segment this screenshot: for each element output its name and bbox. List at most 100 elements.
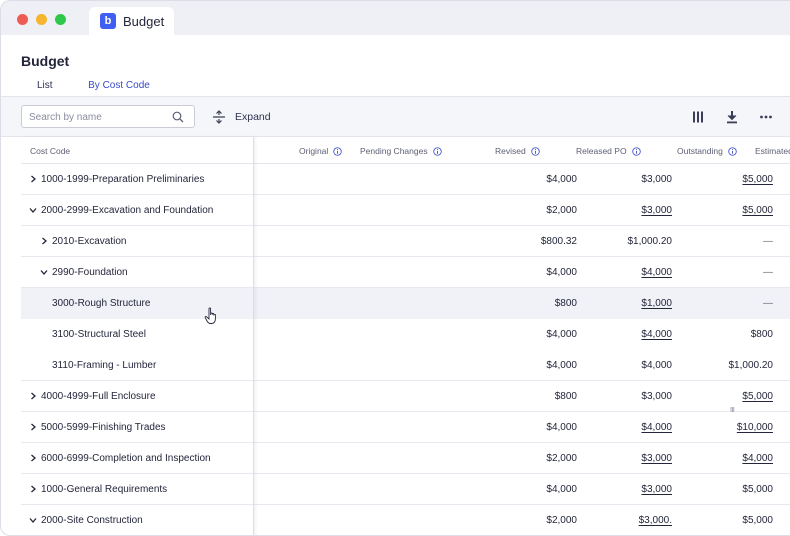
cell-revised[interactable]: $10,000 — [736, 422, 773, 433]
cell-pending[interactable]: $3,000 — [641, 484, 672, 495]
more-icon[interactable] — [758, 109, 774, 125]
table-row[interactable]: $4,000$3,000$5,000$4,000$5,000 — [254, 474, 790, 505]
table-row[interactable]: 2990-Foundation — [21, 257, 253, 288]
cost-code-label: 2000-Site Construction — [41, 515, 143, 526]
header-revised-label: Revised — [495, 146, 526, 156]
header-outstanding[interactable]: Outstanding — [677, 146, 737, 156]
info-icon[interactable] — [333, 146, 342, 156]
table-row[interactable]: $800.32$1,000.20—$0— — [254, 226, 790, 257]
cell-pending[interactable]: $3,000. — [638, 515, 672, 526]
cost-code-label: 1000-General Requirements — [41, 484, 168, 495]
budget-table: Cost Code 1000-1999-Preparation Prelimin… — [21, 137, 790, 535]
table-row[interactable]: $4,000$4,000$1,000.20$300— — [254, 350, 790, 381]
expand-button[interactable]: Expand — [212, 107, 271, 127]
cell-pending[interactable]: $3,000 — [641, 205, 672, 216]
table-row[interactable]: 6000-6999-Completion and Inspection — [21, 443, 253, 474]
cell-pending[interactable]: $4,000 — [641, 422, 672, 433]
table-row[interactable]: 3000-Rough Structure — [21, 288, 253, 319]
header-estimated-label: Estimated — [755, 146, 790, 156]
table-row[interactable]: $2,000$3,000.$5,000$0$5,000 — [254, 505, 790, 535]
cell-pending[interactable]: $1,000 — [641, 298, 672, 309]
browser-tab-budget[interactable]: b Budget — [89, 7, 174, 35]
cost-code-label: 1000-1999-Preparation Preliminaries — [41, 174, 205, 185]
title-bar: b Budget — [1, 1, 790, 35]
header-pending-changes[interactable]: Pending Changes — [360, 146, 442, 156]
info-icon[interactable] — [531, 146, 540, 156]
cell-pending[interactable]: $3,000 — [641, 453, 672, 464]
info-icon[interactable] — [631, 146, 641, 156]
table-row[interactable]: $800$3,000$5,000$300$5,000 — [254, 381, 790, 412]
search-icon[interactable] — [172, 111, 184, 123]
table-row[interactable]: $4,000$4,000$10,000$200$10,000 — [254, 412, 790, 443]
tab-label: Budget — [123, 13, 165, 29]
tab-list[interactable]: List — [37, 80, 53, 91]
cell-revised[interactable]: $5,000 — [742, 174, 773, 185]
chevron-right-icon[interactable] — [29, 423, 37, 431]
cost-code-label: 3100-Structural Steel — [52, 329, 146, 340]
table-row[interactable]: 1000-1999-Preparation Preliminaries — [21, 164, 253, 195]
table-row[interactable]: 4000-4999-Full Enclosure — [21, 381, 253, 412]
cost-code-label: 3110-Framing - Lumber — [52, 360, 157, 371]
cell-revised: $800 — [750, 329, 773, 340]
info-icon[interactable] — [728, 146, 737, 156]
table-row[interactable]: $4,000$4,000$800$0$200 — [254, 319, 790, 350]
cell-revised: $5,000 — [742, 484, 773, 495]
table-row[interactable]: 2010-Excavation — [21, 226, 253, 257]
cell-revised: — — [763, 298, 773, 309]
close-window-button[interactable] — [17, 14, 28, 25]
tab-by-cost-code[interactable]: By Cost Code — [72, 77, 166, 98]
scroll-indicator: Ⅲ — [730, 407, 735, 414]
minimize-window-button[interactable] — [36, 14, 47, 25]
header-revised[interactable]: Revised — [495, 146, 540, 156]
cost-code-label: 2000-2999-Excavation and Foundation — [41, 205, 214, 216]
table-row[interactable]: 5000-5999-Finishing Trades — [21, 412, 253, 443]
chevron-down-icon[interactable] — [29, 206, 37, 214]
table-row[interactable]: $4,000$4,000—$0$1,000 — [254, 257, 790, 288]
chevron-right-icon[interactable] — [29, 175, 37, 183]
table-row[interactable]: $800$1,000—$200— — [254, 288, 790, 319]
header-cost-code[interactable]: Cost Code — [30, 146, 71, 156]
cell-revised[interactable]: $5,000 — [742, 391, 773, 402]
cell-revised: — — [763, 267, 773, 278]
header-original[interactable]: Original — [299, 146, 342, 156]
cost-code-label: 5000-5999-Finishing Trades — [41, 422, 166, 433]
header-original-label: Original — [299, 146, 329, 156]
chevron-down-icon[interactable] — [40, 268, 48, 276]
tabs-divider — [1, 96, 790, 97]
header-released-po[interactable]: Released PO — [576, 146, 641, 156]
download-icon[interactable] — [724, 109, 740, 125]
chevron-down-icon[interactable] — [29, 516, 37, 524]
cell-revised[interactable]: $4,000 — [742, 453, 773, 464]
table-row[interactable]: $4,000$3,000$5,000$4,000$5,000 — [254, 164, 790, 195]
table-row[interactable]: 1000-General Requirements — [21, 474, 253, 505]
cost-code-label: 3000-Rough Structure — [52, 298, 151, 309]
expand-icon — [213, 110, 225, 124]
cost-code-column: Cost Code 1000-1999-Preparation Prelimin… — [21, 137, 254, 535]
cell-revised: $5,000 — [742, 515, 773, 526]
table-row[interactable]: 2000-Site Construction — [21, 505, 253, 535]
chevron-right-icon[interactable] — [29, 485, 37, 493]
table-row[interactable]: 3100-Structural Steel — [21, 319, 253, 350]
page-title: Budget — [21, 53, 70, 69]
table-row[interactable]: 3110-Framing - Lumber — [21, 350, 253, 381]
cell-original: $800.32 — [540, 236, 577, 247]
cell-pending[interactable]: $4,000 — [641, 267, 672, 278]
chevron-right-icon[interactable] — [29, 392, 37, 400]
table-row[interactable]: $2,000$3,000$5,000$0$5,000 — [254, 195, 790, 226]
chevron-right-icon[interactable] — [40, 237, 48, 245]
table-row[interactable]: 2000-2999-Excavation and Foundation — [21, 195, 253, 226]
cell-pending: $3,000 — [641, 174, 672, 185]
cell-pending: $4,000 — [641, 360, 672, 371]
header-estimated[interactable]: Estimated — [755, 146, 790, 156]
table-row[interactable]: $2,000$3,000$4,000$300$4,000 — [254, 443, 790, 474]
cell-revised[interactable]: $5,000 — [742, 205, 773, 216]
columns-icon[interactable] — [690, 109, 706, 125]
cell-pending[interactable]: $4,000 — [641, 329, 672, 340]
cell-original: $2,000 — [546, 515, 577, 526]
maximize-window-button[interactable] — [55, 14, 66, 25]
info-icon[interactable] — [432, 146, 442, 156]
cell-original: $4,000 — [546, 267, 577, 278]
search-input[interactable] — [29, 110, 169, 124]
chevron-right-icon[interactable] — [29, 454, 37, 462]
